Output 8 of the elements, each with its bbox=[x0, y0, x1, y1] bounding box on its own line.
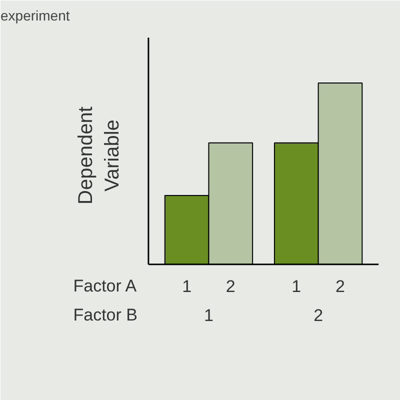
y-axis-title: Dependent Variable bbox=[74, 106, 124, 204]
text: 2 bbox=[336, 277, 345, 296]
series-label: 2 bbox=[226, 277, 236, 296]
text: 1 bbox=[292, 277, 302, 296]
series-label: 1 bbox=[182, 277, 192, 296]
text: Factor A bbox=[73, 276, 138, 296]
text: Factor B bbox=[73, 306, 138, 325]
text: experiment bbox=[0, 8, 70, 24]
